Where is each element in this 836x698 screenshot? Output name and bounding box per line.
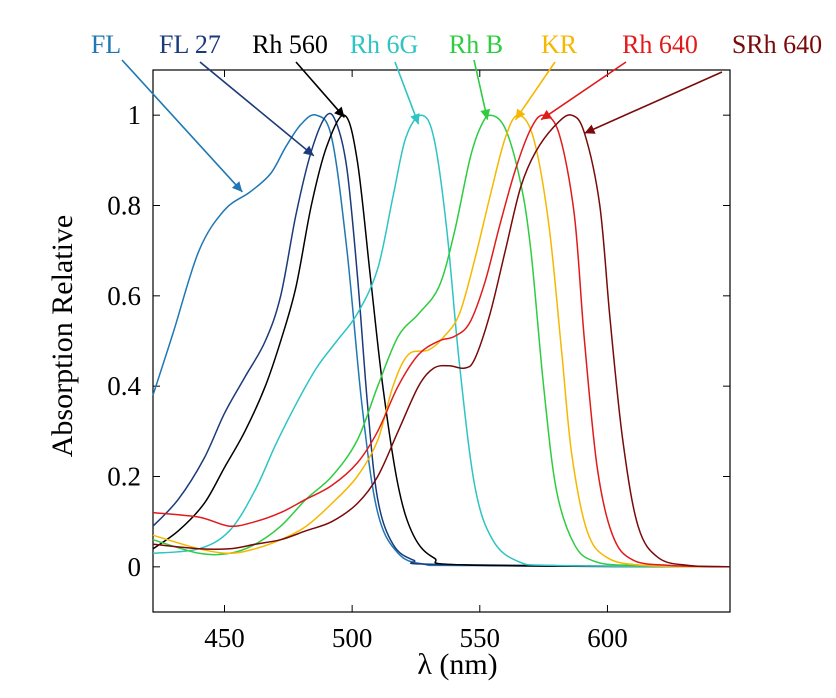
legend-arrowhead [515,108,526,120]
legend-arrow [394,61,420,125]
plot-frame [152,69,731,613]
legend-arrowhead [480,108,491,120]
series-line [152,114,731,568]
legend-arrowhead [302,145,314,156]
legend-label: FL [91,30,121,59]
legend-label: KR [541,30,578,59]
legend: FL FL 27 Rh 560 Rh 6G Rh B KR Rh 640 SRh 640 [91,30,822,59]
x-axis-title: λ (nm) [417,648,497,681]
x-tick-label: 500 [332,623,373,653]
legend-label: FL 27 [159,30,221,59]
legend-arrowhead [541,109,553,120]
y-axis-title: Absorption Relative [46,215,79,457]
legend-arrow [514,61,556,121]
legend-label: SRh 640 [732,30,822,59]
y-tick-label: 0.8 [107,191,141,221]
series-lines [152,112,731,568]
legend-arrow [540,61,627,121]
y-tick-label: 0.2 [107,462,141,492]
legend-arrowhead [584,124,596,134]
x-tick-label: 600 [587,623,628,653]
y-tick-label: 0.6 [107,281,141,311]
legend-arrow [584,71,723,134]
y-tick-label: 1 [128,100,142,130]
series-line [152,114,731,568]
axis-ticks [153,70,730,612]
legend-label: Rh B [449,30,503,59]
y-tick-label: 0 [128,552,142,582]
legend-arrow [473,59,489,120]
legend-arrows [121,59,723,193]
legend-arrow [199,61,315,157]
series-line [152,114,731,568]
series-line [152,114,731,568]
legend-arrowhead [334,106,345,118]
legend-arrowhead [231,181,243,192]
series-line [152,114,731,568]
legend-label: Rh 560 [252,30,328,59]
legend-label: Rh 640 [622,30,698,59]
tick-labels: 450 500 550 600 0 0.2 0.4 0.6 0.8 1 [107,100,627,653]
x-tick-label: 550 [460,623,501,653]
legend-label: Rh 6G [350,30,419,59]
series-line [152,114,731,568]
x-tick-label: 450 [204,623,245,653]
y-tick-label: 0.4 [107,371,141,401]
legend-arrowhead [410,113,420,125]
legend-arrow [121,59,243,193]
legend-arrow [295,61,346,118]
